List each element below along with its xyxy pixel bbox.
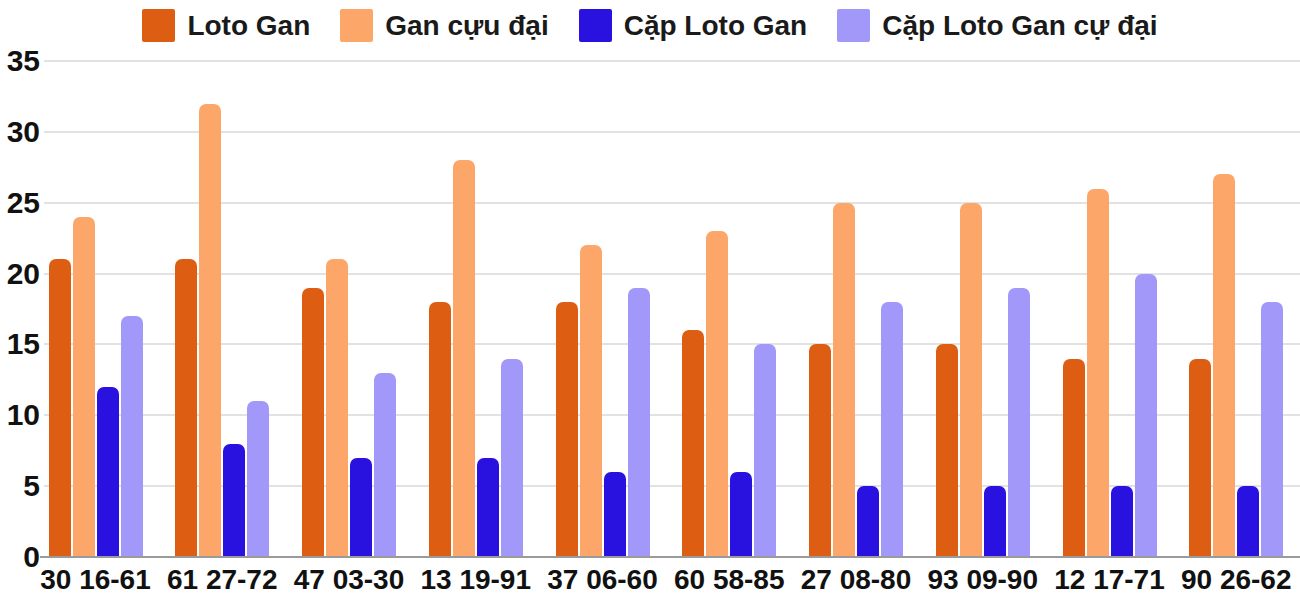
y-tick-label-35: 35 (0, 46, 40, 76)
bar-gan-c-u-i-30-16-61[interactable] (73, 217, 95, 557)
bar-c-p-loto-gan-c-i-27-08-80[interactable] (881, 302, 903, 557)
swatch-blue (579, 9, 612, 42)
y-tick-label-15: 15 (0, 329, 40, 359)
bar-gan-c-u-i-13-19-91[interactable] (453, 160, 475, 557)
y-tick-label-25: 25 (0, 188, 40, 218)
swatch-purple (837, 9, 870, 42)
bar-gan-c-u-i-90-26-62[interactable] (1213, 174, 1235, 557)
legend-label: Cặp Loto Gan (624, 10, 808, 42)
bar-gan-c-u-i-12-17-71[interactable] (1087, 189, 1109, 557)
bar-loto-gan-27-08-80[interactable] (809, 344, 831, 557)
bar-c-p-loto-gan-93-09-90[interactable] (984, 486, 1006, 557)
legend-label: Loto Gan (187, 10, 310, 42)
bar-c-p-loto-gan-37-06-60[interactable] (604, 472, 626, 557)
bar-gan-c-u-i-47-03-30[interactable] (326, 259, 348, 557)
bar-loto-gan-90-26-62[interactable] (1189, 359, 1211, 557)
bar-c-p-loto-gan-c-i-30-16-61[interactable] (121, 316, 143, 557)
gridline-15 (44, 343, 1300, 345)
gridline-35 (44, 60, 1300, 62)
bar-c-p-loto-gan-c-i-61-27-72[interactable] (247, 401, 269, 557)
bar-c-p-loto-gan-13-19-91[interactable] (477, 458, 499, 557)
y-tick-label-20: 20 (0, 259, 40, 289)
bar-c-p-loto-gan-30-16-61[interactable] (97, 387, 119, 557)
bar-c-p-loto-gan-61-27-72[interactable] (223, 444, 245, 557)
bar-c-p-loto-gan-90-26-62[interactable] (1237, 486, 1259, 557)
bar-loto-gan-13-19-91[interactable] (429, 302, 451, 557)
y-tick-label-30: 30 (0, 117, 40, 147)
gridline-25 (44, 202, 1300, 204)
bar-c-p-loto-gan-27-08-80[interactable] (857, 486, 879, 557)
bar-c-p-loto-gan-c-i-90-26-62[interactable] (1261, 302, 1283, 557)
legend-item-gan-c-u-i[interactable]: Gan cựu đại (340, 9, 548, 42)
bar-loto-gan-60-58-85[interactable] (682, 330, 704, 557)
bar-loto-gan-12-17-71[interactable] (1063, 359, 1085, 557)
bar-loto-gan-61-27-72[interactable] (175, 259, 197, 557)
bar-loto-gan-93-09-90[interactable] (936, 344, 958, 557)
bar-loto-gan-30-16-61[interactable] (49, 259, 71, 557)
bar-loto-gan-37-06-60[interactable] (556, 302, 578, 557)
chart-legend: Loto Gan Gan cựu đại Cặp Loto Gan Cặp Loto … (0, 9, 1300, 42)
bar-c-p-loto-gan-c-i-47-03-30[interactable] (374, 373, 396, 557)
bar-gan-c-u-i-27-08-80[interactable] (833, 203, 855, 557)
swatch-dark-orange (142, 9, 175, 42)
bar-gan-c-u-i-60-58-85[interactable] (706, 231, 728, 557)
x-tick-label-90-26-62: 90 26-62 (1161, 564, 1300, 596)
bar-c-p-loto-gan-47-03-30[interactable] (350, 458, 372, 557)
gridline-20 (44, 273, 1300, 275)
legend-item-c-p-loto-gan-c-i[interactable]: Cặp Loto Gan cự đại (837, 9, 1157, 42)
swatch-light-orange (340, 9, 373, 42)
gridline-30 (44, 131, 1300, 133)
legend-item-c-p-loto-gan[interactable]: Cặp Loto Gan (579, 9, 808, 42)
bar-c-p-loto-gan-c-i-93-09-90[interactable] (1008, 288, 1030, 557)
bar-c-p-loto-gan-c-i-60-58-85[interactable] (754, 344, 776, 557)
bar-loto-gan-47-03-30[interactable] (302, 288, 324, 557)
bar-gan-c-u-i-93-09-90[interactable] (960, 203, 982, 557)
y-tick-label-10: 10 (0, 400, 40, 430)
gridline-10 (44, 414, 1300, 416)
bar-gan-c-u-i-37-06-60[interactable] (580, 245, 602, 557)
bar-c-p-loto-gan-60-58-85[interactable] (730, 472, 752, 557)
bar-c-p-loto-gan-12-17-71[interactable] (1111, 486, 1133, 557)
legend-item-loto-gan[interactable]: Loto Gan (142, 9, 310, 42)
bar-gan-c-u-i-61-27-72[interactable] (199, 104, 221, 557)
legend-label: Cặp Loto Gan cự đại (882, 10, 1157, 42)
bar-c-p-loto-gan-c-i-37-06-60[interactable] (628, 288, 650, 557)
x-axis-line (40, 556, 1300, 558)
bar-c-p-loto-gan-c-i-12-17-71[interactable] (1135, 274, 1157, 557)
bar-chart: Loto Gan Gan cựu đại Cặp Loto Gan Cặp Loto … (0, 0, 1300, 600)
legend-label: Gan cựu đại (385, 10, 548, 42)
bar-c-p-loto-gan-c-i-13-19-91[interactable] (501, 359, 523, 557)
y-tick-label-5: 5 (0, 471, 40, 501)
